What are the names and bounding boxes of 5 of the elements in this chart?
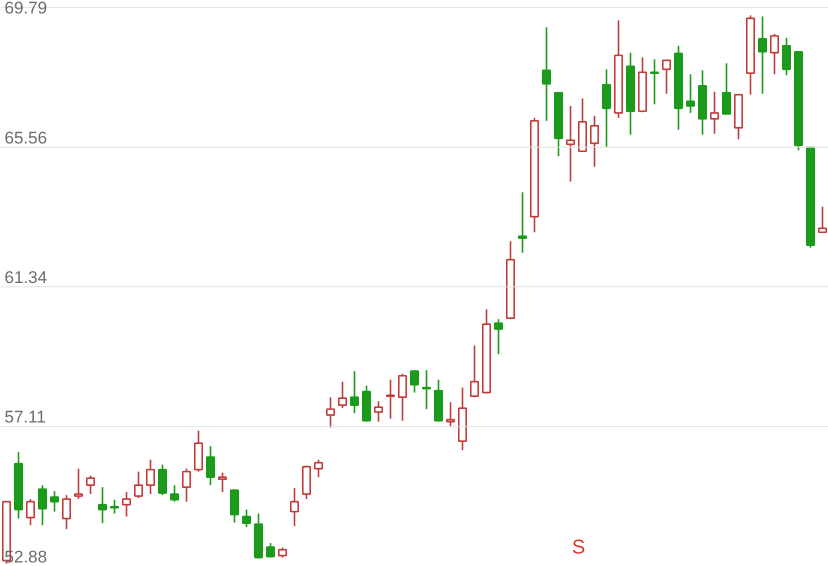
annotation: S	[572, 536, 586, 558]
y-tick-label: 65.56	[4, 128, 48, 148]
y-tick-label: 57.11	[4, 408, 46, 427]
y-tick-label: 61.34	[4, 268, 48, 287]
y-tick-label: 69.79	[4, 0, 48, 18]
